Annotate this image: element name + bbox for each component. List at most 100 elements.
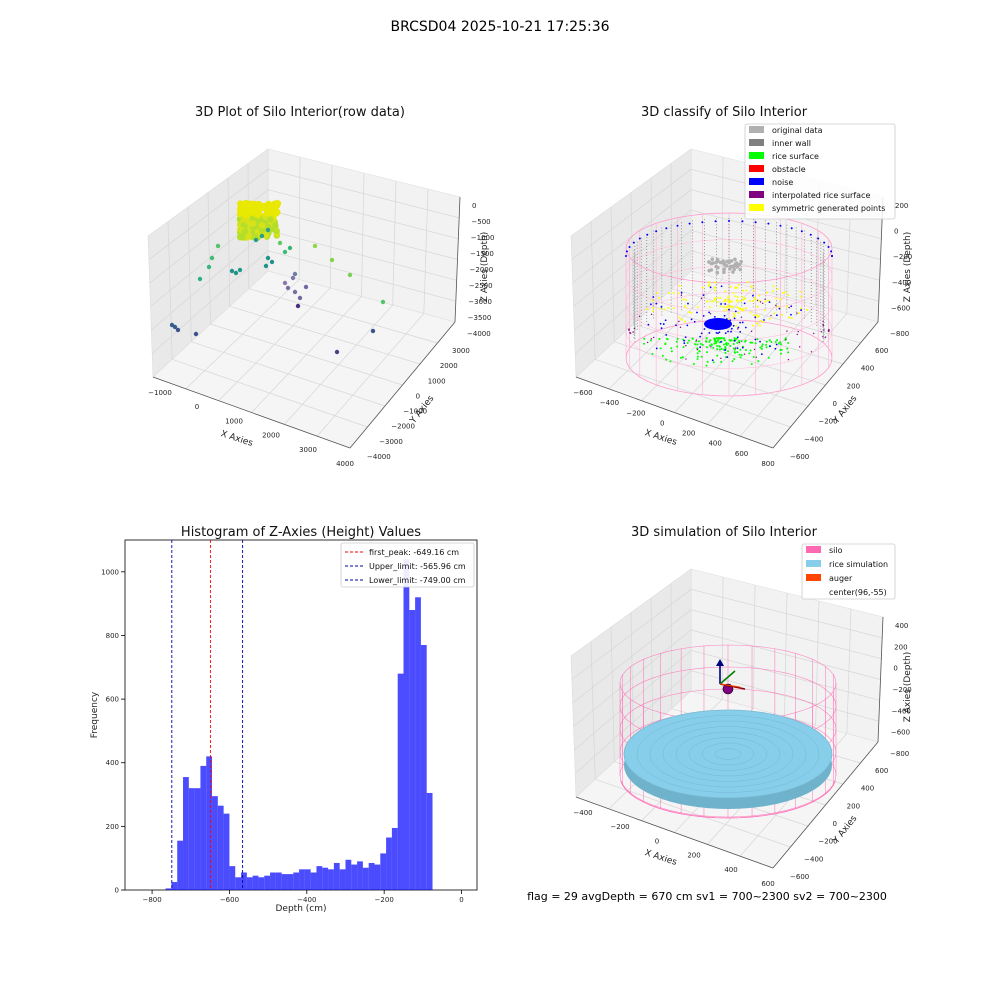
symmetric-point xyxy=(745,289,748,292)
data-point xyxy=(197,276,203,282)
rice-surface-point xyxy=(725,344,728,347)
raw-3d-x-ticks: −1000 0 1000 2000 3000 4000 xyxy=(148,389,354,468)
rice-surface-point xyxy=(776,339,779,342)
panel-classify-3d: 3D classify of Silo Interior −600 −400 −20… xyxy=(570,105,913,468)
z-tick-label: −400 xyxy=(892,707,911,715)
symmetric-point xyxy=(707,285,710,288)
rice-surface-point xyxy=(732,347,735,350)
histogram-bar xyxy=(171,882,178,890)
noise-point xyxy=(754,338,757,341)
legend-swatch xyxy=(749,152,764,159)
noise-point xyxy=(709,286,712,289)
symmetric-point xyxy=(680,318,683,321)
symmetric-point xyxy=(736,296,739,299)
symmetric-point xyxy=(732,312,735,315)
rice-surface-point xyxy=(733,338,736,341)
symmetric-point xyxy=(667,292,670,295)
rice-surface-point xyxy=(780,352,783,355)
raw-3d-points xyxy=(169,199,386,355)
x-tick-label: −400 xyxy=(600,399,619,407)
x-axis-line xyxy=(575,796,774,869)
grid-line xyxy=(574,250,692,354)
interpolated-point xyxy=(628,329,630,331)
histogram-bar xyxy=(200,765,207,890)
y-tick-label: −600 xyxy=(790,453,809,461)
interpolated-point xyxy=(734,347,737,349)
symmetric-point xyxy=(712,300,715,303)
data-point xyxy=(285,285,291,291)
x-tick-label: −800 xyxy=(142,896,161,904)
rice-surface-point xyxy=(765,343,768,346)
original-point xyxy=(721,259,725,264)
rice-surface-point xyxy=(718,337,721,340)
rice-surface-point xyxy=(700,355,703,358)
rice-surface-point xyxy=(725,341,728,344)
symmetric-point xyxy=(719,297,722,300)
symmetric-point xyxy=(781,313,784,316)
rice-surface-point xyxy=(727,342,730,345)
rice-surface-point xyxy=(761,343,764,346)
x-tick-label: 400 xyxy=(708,440,721,448)
noise-point xyxy=(683,342,686,345)
rice-surface-point xyxy=(713,337,716,340)
symmetric-point xyxy=(752,289,755,292)
symmetric-point xyxy=(763,309,766,312)
symmetric-point xyxy=(651,310,654,313)
noise-point xyxy=(739,330,742,333)
symmetric-point xyxy=(744,307,747,310)
legend-label: auger xyxy=(829,574,853,583)
data-point xyxy=(265,255,271,261)
noise-point xyxy=(655,230,658,233)
noise-point xyxy=(732,324,735,327)
data-point xyxy=(370,328,376,334)
noise-point xyxy=(701,221,704,224)
symmetric-point xyxy=(696,306,699,309)
noise-point xyxy=(734,310,737,313)
interpolated-point xyxy=(785,338,787,341)
symmetric-point xyxy=(752,314,755,317)
noise-point xyxy=(730,327,733,330)
data-point xyxy=(249,220,257,227)
rice-surface-point xyxy=(722,343,725,346)
rice-surface-point xyxy=(712,346,715,349)
noise-point xyxy=(790,305,793,308)
noise-point xyxy=(720,285,723,288)
rice-mesh-ring xyxy=(714,748,742,760)
noise-point xyxy=(779,224,782,227)
x-tick-label: 2000 xyxy=(262,432,280,440)
rice-surface-point xyxy=(761,345,764,348)
data-point xyxy=(347,272,353,278)
x-tick-label: 0 xyxy=(459,896,463,904)
noise-point xyxy=(684,336,687,339)
symmetric-point xyxy=(723,309,726,312)
grid-line xyxy=(248,288,438,344)
interpolated-point xyxy=(633,327,636,330)
noise-point xyxy=(724,332,727,335)
data-point xyxy=(263,263,269,269)
simulation-3d-xlabel: X Axies xyxy=(643,848,678,868)
data-point xyxy=(215,243,221,249)
symmetric-point xyxy=(645,307,648,310)
interpolated-point xyxy=(629,332,632,334)
noise-point xyxy=(662,323,665,325)
symmetric-point xyxy=(656,292,659,295)
rice-surface-point xyxy=(756,338,759,341)
rice-surface-point xyxy=(736,351,739,354)
symmetric-point xyxy=(682,298,685,301)
interpolated-point xyxy=(628,328,630,330)
rice-surface-point xyxy=(716,344,719,347)
x-tick-label: −200 xyxy=(610,823,629,831)
noise-point xyxy=(720,341,722,343)
interpolated-point xyxy=(679,326,682,329)
symmetric-point xyxy=(663,308,666,311)
rice-surface-point xyxy=(705,337,708,340)
rice-surface-point xyxy=(696,343,699,346)
rice-surface-point xyxy=(681,356,684,359)
noise-point xyxy=(690,318,693,321)
noise-point xyxy=(696,311,698,314)
rice-surface-point xyxy=(724,346,727,349)
rice-surface-point xyxy=(752,355,755,358)
symmetric-point xyxy=(684,305,687,308)
noise-point xyxy=(680,291,683,294)
rice-surface-point xyxy=(744,348,747,351)
